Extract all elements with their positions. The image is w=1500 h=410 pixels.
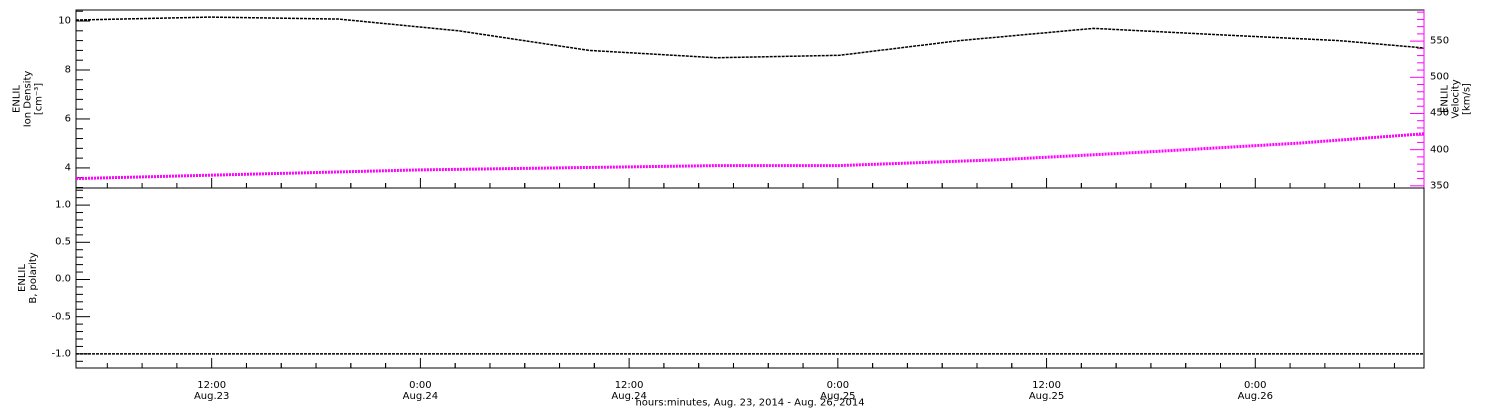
x-axis-title: hours:minutes, Aug. 23, 2014 - Aug. 26, … <box>635 397 865 409</box>
x-tick-label: 0:00 Aug.26 <box>1237 380 1273 402</box>
x-tick-label: 12:00 Aug.23 <box>193 380 230 402</box>
y-tick-label: 1.0 <box>55 199 71 211</box>
series-line <box>75 16 1425 59</box>
y-tick-label: -1.0 <box>51 348 71 360</box>
series-line <box>75 132 1425 181</box>
y-tick-label: 6 <box>64 113 71 125</box>
x-tick-label: 0:00 Aug.24 <box>402 380 439 402</box>
y-axis-title: ENLIL Ion Density [cm⁻³] <box>11 70 45 128</box>
x-tick-label: 0:00 Aug.25 <box>820 380 856 402</box>
y2-tick-label: 450 <box>1430 107 1450 119</box>
y2-tick-label: 400 <box>1430 144 1450 156</box>
y-tick-label: 8 <box>64 64 71 76</box>
y2-tick-label: 500 <box>1430 71 1450 83</box>
y-tick-label: 0.0 <box>55 273 71 285</box>
y-axis-title: ENLIL B, polarity <box>17 252 39 304</box>
y-tick-label: -0.5 <box>51 311 71 323</box>
y2-tick-label: 350 <box>1430 180 1450 192</box>
y-tick-label: 4 <box>64 162 71 174</box>
y-tick-label: 10 <box>58 15 71 27</box>
y-tick-label: 0.5 <box>55 236 71 248</box>
x-tick-label: 12:00 Aug.24 <box>611 380 647 402</box>
plot-frame <box>75 187 1425 369</box>
y2-tick-label: 550 <box>1430 35 1450 47</box>
y2-axis-title: ENLIL Velocity [km/s] <box>1439 79 1473 119</box>
plot-frame <box>75 9 1425 189</box>
x-tick-label: 12:00 Aug.25 <box>1028 380 1065 402</box>
